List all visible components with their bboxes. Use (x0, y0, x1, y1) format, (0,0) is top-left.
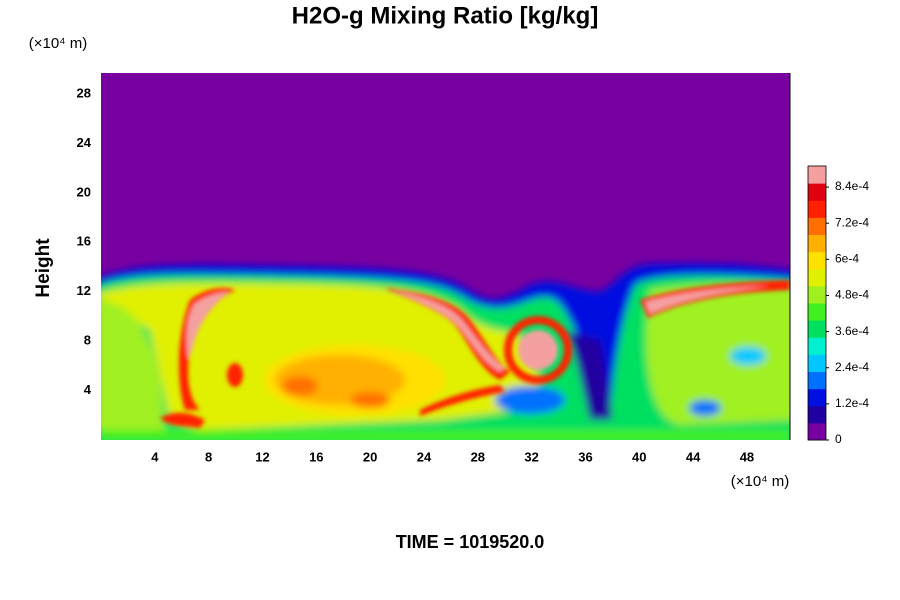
time-label: TIME = 1019520.0 (396, 532, 545, 552)
chart-title: H2O-g Mixing Ratio [kg/kg] (292, 2, 599, 29)
colorbar-label: 7.2e-4 (835, 215, 869, 229)
colorbar-band (808, 217, 826, 235)
field-pink-ring (518, 330, 558, 370)
colorbar-band (808, 303, 826, 321)
field-blue-spot (495, 386, 565, 414)
colorbar-band (808, 371, 826, 390)
colorbar-band (808, 268, 826, 287)
colorbar-band (808, 251, 826, 270)
field-red-diagonal (385, 288, 510, 380)
colorbar-band (808, 200, 826, 218)
field (101, 73, 790, 440)
colorbar-label: 4.8e-4 (835, 288, 869, 302)
field-pink-left (186, 292, 230, 360)
colorbar-band (808, 166, 826, 184)
x-tick-label: 24 (417, 449, 432, 464)
colorbar-band (808, 285, 826, 304)
x-tick-label: 48 (740, 449, 754, 464)
colorbar-label: 8.4e-4 (835, 179, 869, 193)
colorbar-label: 2.4e-4 (835, 360, 869, 374)
colorbar-label: 3.6e-4 (835, 324, 869, 338)
x-tick-label: 8 (205, 449, 212, 464)
y-tick-label: 16 (77, 234, 91, 249)
x-tick-label: 40 (632, 449, 646, 464)
colorbar-band (808, 422, 826, 441)
field-yellowgreen-left (101, 300, 165, 430)
y-tick-label: 12 (77, 283, 91, 298)
field-red-right (640, 280, 790, 318)
field-pink-diagonal (392, 290, 505, 372)
x-tick-label: 20 (363, 449, 377, 464)
y-tick-label: 28 (77, 85, 91, 100)
colorbar-label: 1.2e-4 (835, 396, 869, 410)
field-pink-right (645, 286, 770, 314)
field-red-spot (227, 363, 243, 387)
field-cyan-spot (730, 347, 766, 365)
colorbar-band (808, 405, 826, 424)
field-red-ring (504, 316, 572, 384)
field-ground (101, 430, 790, 440)
colorbar-band (808, 320, 826, 338)
colorbar-band (808, 388, 826, 407)
x-tick-label: 16 (309, 449, 323, 464)
field-red-base (160, 412, 205, 428)
colorbar-label: 0 (835, 432, 842, 446)
field-dark-column (560, 330, 612, 420)
colorbar-band (808, 354, 826, 372)
y-axis-label: Height (33, 238, 54, 298)
colorbar-band (808, 234, 826, 253)
y-tick-label: 24 (77, 135, 92, 150)
x-tick-label: 32 (524, 449, 538, 464)
x-unit: (×10⁴ m) (731, 473, 790, 490)
y-tick-label: 20 (77, 184, 91, 199)
y-unit: (×10⁴ m) (29, 35, 88, 52)
colorbar-frame (807, 165, 827, 441)
field-orange-dark2 (350, 392, 390, 408)
x-tick-label: 12 (255, 449, 269, 464)
y-tick-label: 8 (84, 333, 91, 348)
colorbar-band (808, 337, 826, 355)
field-yellowgreen-right (646, 283, 790, 425)
x-tick-label: 4 (151, 449, 159, 464)
x-tick-label: 28 (471, 449, 485, 464)
x-tick-label: 44 (686, 449, 701, 464)
colorbar-label: 6e-4 (835, 252, 859, 266)
colorbar-band (808, 183, 826, 201)
field-blue-swirl (689, 400, 721, 416)
x-tick-label: 36 (578, 449, 592, 464)
field-orange-dark (282, 376, 318, 396)
field-red-lower (420, 385, 505, 416)
y-tick-label: 4 (84, 382, 92, 397)
